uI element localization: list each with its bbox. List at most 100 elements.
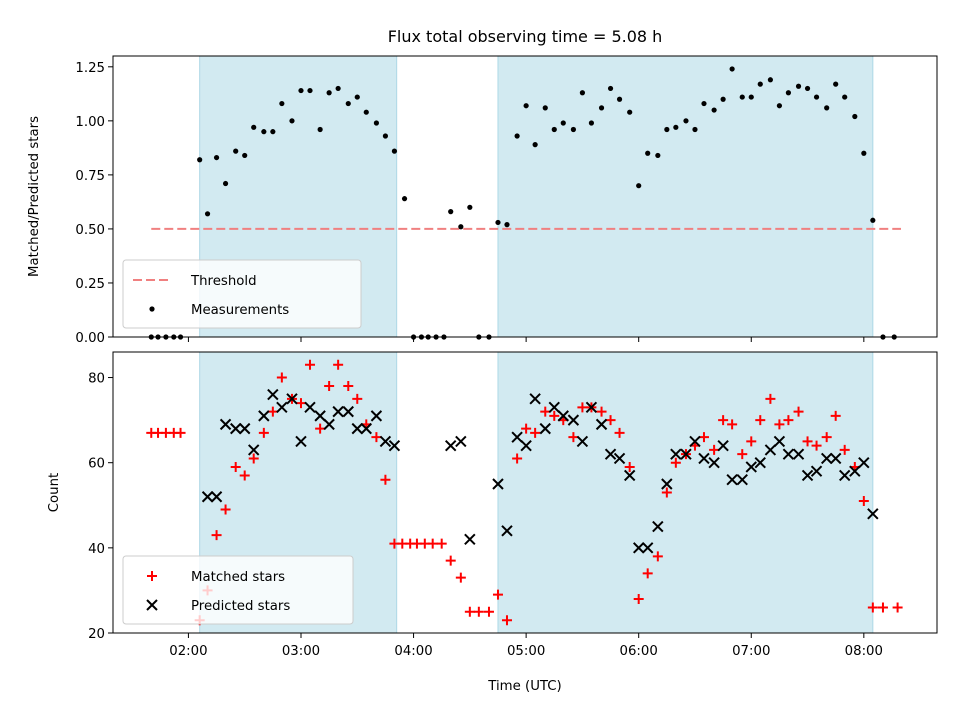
measurement-point	[317, 126, 323, 133]
top-panel: 0.00 0.25 0.50 0.75 1.00 1.25 Matched/Predicte…	[27, 55, 938, 346]
y-tick-label: 0.00	[75, 331, 105, 346]
matched-point	[492, 589, 503, 600]
predicted-point	[613, 452, 626, 465]
predicted-point	[595, 418, 608, 431]
predicted-point	[258, 410, 270, 422]
measurement-point	[729, 66, 735, 72]
measurement-point	[833, 81, 839, 87]
legend: Threshold Measurements	[122, 259, 362, 329]
legend-predicted-swatch	[146, 599, 158, 611]
matched-point	[596, 406, 607, 417]
matched-point	[605, 415, 616, 426]
y-tick-label: 0.75	[75, 169, 105, 184]
predicted-point	[829, 452, 842, 465]
measurement-point	[664, 126, 670, 133]
predicted-point	[773, 435, 786, 448]
predicted-point	[641, 542, 654, 554]
matched-point	[568, 432, 579, 443]
matched-point	[343, 381, 354, 392]
matched-point	[501, 615, 512, 626]
matched-point	[839, 444, 850, 455]
matched-point	[295, 398, 306, 409]
predicted-point	[736, 474, 748, 486]
predicted-point	[754, 456, 766, 469]
matched-point	[455, 572, 466, 583]
predicted-point	[782, 448, 795, 460]
measurement-point	[757, 81, 763, 87]
measurement-point	[373, 120, 380, 126]
measurement-point	[261, 129, 267, 135]
measurement-point	[298, 87, 304, 94]
predicted-point	[379, 435, 392, 448]
matched-point	[512, 453, 523, 464]
predicted-point	[708, 456, 720, 469]
matched-point	[727, 419, 738, 430]
x-tick-label: 05:00	[507, 644, 545, 659]
measurement-point	[391, 148, 398, 154]
axes-frame	[112, 351, 938, 634]
y-tick-label: 1.25	[75, 61, 105, 76]
matched-point	[371, 432, 382, 443]
legend-predicted-label: Predicted stars	[191, 599, 290, 614]
matched-point	[248, 453, 259, 464]
predicted-point	[464, 533, 476, 546]
y-tick-label: 1.00	[75, 115, 105, 130]
predicted-point	[849, 465, 861, 477]
y-axis-title: Count	[47, 473, 62, 513]
measurement-point	[870, 217, 876, 223]
matched-point	[540, 406, 551, 417]
matched-point	[239, 470, 250, 481]
predicted-point	[511, 431, 523, 443]
predicted-point	[360, 422, 372, 435]
matched-point	[821, 432, 832, 443]
predicted-point	[238, 422, 251, 435]
predicted-point	[248, 444, 260, 456]
measurement-point	[598, 105, 605, 111]
x-tick-label: 08:00	[845, 644, 883, 659]
matched-point	[175, 427, 186, 438]
measurement-point	[307, 87, 313, 94]
measurement-point	[842, 94, 848, 100]
axes-frame	[112, 55, 938, 338]
predicted-point	[342, 405, 354, 418]
measurement-point	[861, 150, 867, 156]
matched-point	[709, 444, 720, 455]
observing-interval-2	[497, 55, 874, 338]
predicted-point	[501, 525, 513, 537]
measurement-point	[588, 120, 595, 126]
legend-box	[122, 555, 354, 625]
measurement-point	[504, 222, 510, 228]
measurement-point	[824, 105, 830, 111]
series-predicted-stars	[201, 388, 879, 554]
predicted-point	[585, 401, 598, 414]
measurement-point	[354, 94, 360, 100]
predicted-point	[492, 478, 504, 490]
measurement-point	[532, 142, 538, 148]
measurement-point	[701, 100, 707, 107]
matched-point	[811, 440, 822, 451]
predicted-point	[370, 410, 383, 422]
x-tick-label: 03:00	[282, 644, 320, 659]
measurement-point	[739, 94, 745, 100]
measurement-point	[570, 126, 577, 133]
measurement-point	[711, 107, 717, 113]
matched-point	[324, 381, 335, 392]
measurement-point	[692, 126, 698, 133]
measurement-point	[467, 204, 473, 210]
matched-point	[483, 606, 494, 617]
matched-point	[530, 427, 541, 438]
matched-point	[867, 602, 878, 613]
measurement-point	[852, 113, 858, 120]
measurement-point	[279, 100, 285, 107]
matched-point	[698, 432, 709, 443]
predicted-point	[314, 410, 326, 422]
measurement-point	[514, 133, 520, 139]
y-tick-label: 60	[88, 457, 105, 472]
matched-point	[427, 538, 438, 549]
predicted-point	[332, 405, 344, 418]
measurement-point	[363, 109, 369, 115]
predicted-point	[698, 452, 710, 465]
measurement-point	[551, 126, 557, 133]
measurement-point	[204, 211, 211, 217]
